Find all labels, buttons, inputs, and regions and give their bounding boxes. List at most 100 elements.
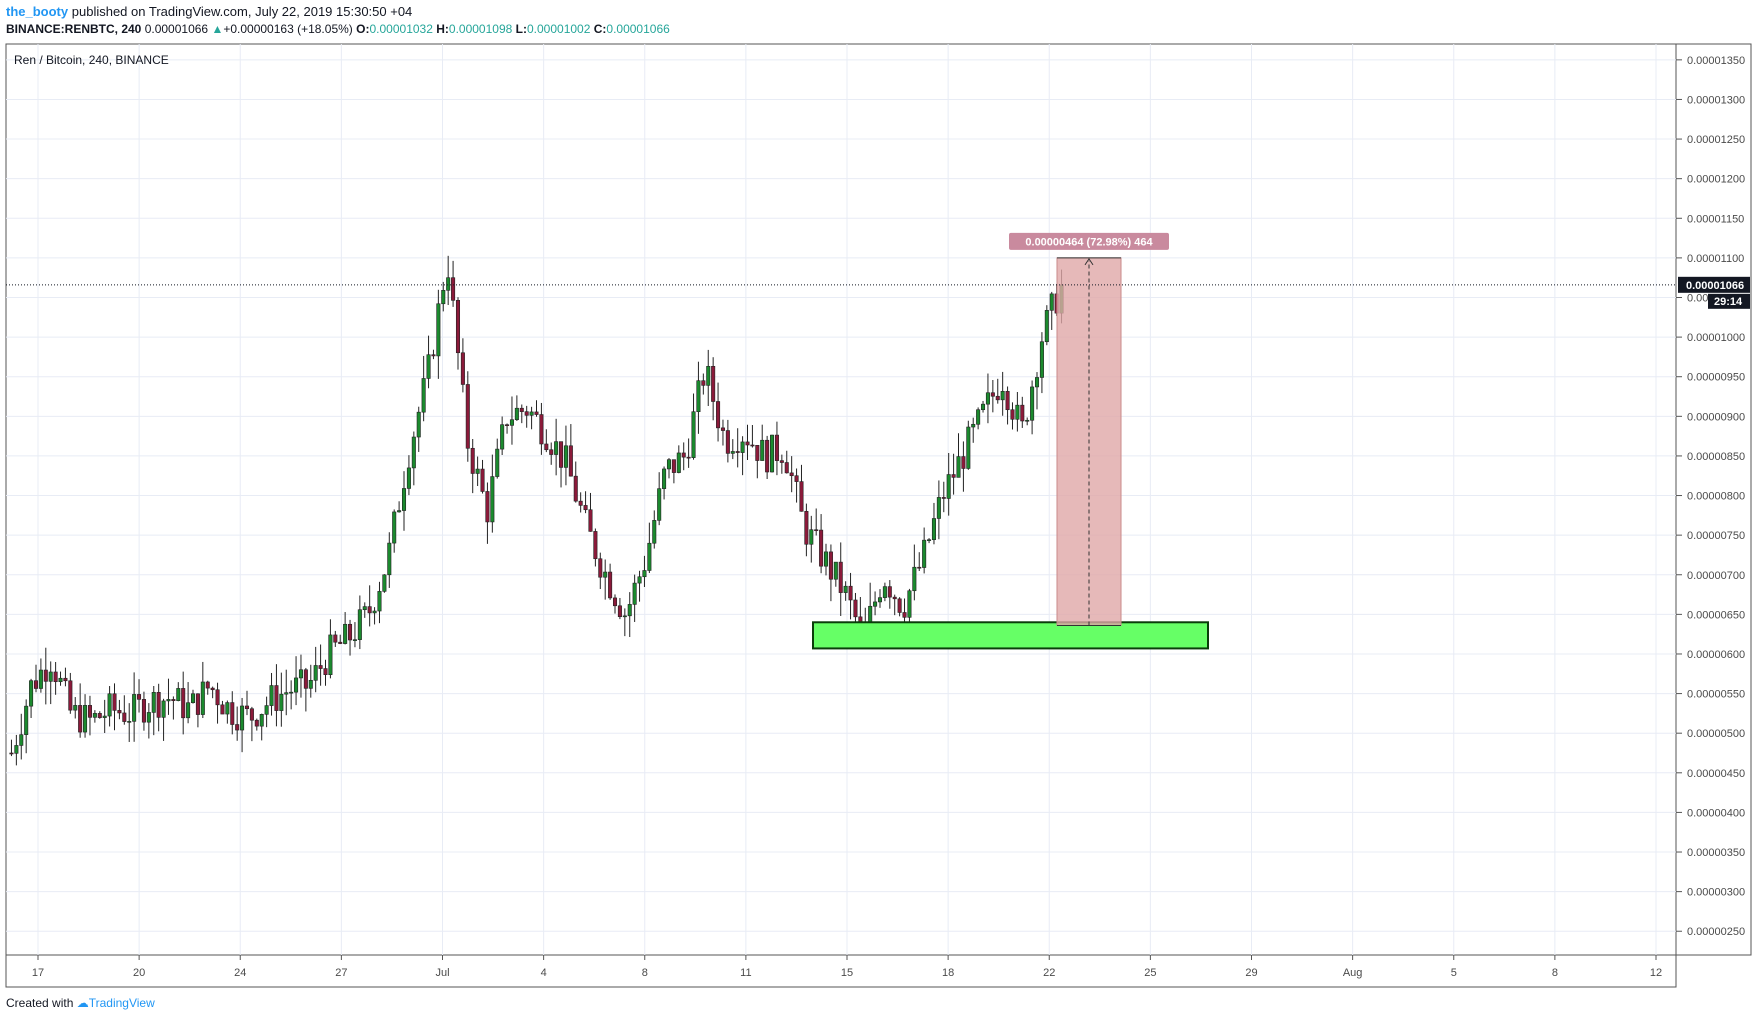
candle-body [9,752,14,755]
candle-body [495,448,500,477]
candle-body [156,692,161,718]
candle-body [976,409,981,425]
time-axis[interactable] [5,954,1677,988]
candle-body [529,411,534,416]
candle-body [573,475,578,502]
candle-body [598,558,603,578]
candle-body [411,436,416,469]
candle-body [465,384,470,449]
y-tick-label: 0.00001300 [1687,94,1745,106]
candle-body [333,634,338,643]
open-label: O: [356,22,370,36]
candle-body [922,539,927,568]
y-tick-label: 0.00000300 [1687,887,1745,899]
candle-body [235,724,240,731]
candle-body [804,511,809,545]
candle-body [657,488,662,521]
close-value: 0.00001066 [606,22,670,36]
x-tick-label: 12 [1650,967,1662,979]
candle-body [892,596,897,600]
candle-body [676,452,681,473]
price-axis[interactable] [1675,43,1752,956]
candle-body [809,529,814,545]
candle-body [475,468,480,474]
candle-body [73,705,78,711]
y-tick-label: 0.00000650 [1687,609,1745,621]
candle-body [819,529,824,567]
created-with-text: Created with [6,996,74,1010]
candle-body [666,459,672,470]
candle-body [343,623,348,644]
y-tick-label: 0.00001350 [1687,55,1745,67]
candle-body [750,444,755,447]
candle-body [431,354,436,357]
candle-body [490,476,495,523]
grid-lines [6,44,1676,955]
last-price: 0.00001066 [144,22,209,36]
y-tick-label: 0.00000850 [1687,451,1745,463]
quote-bar: BINANCE:RENBTC, 240 0.00001066 ▲+0.00000… [6,21,670,37]
candle-body [588,509,593,532]
candle-body [946,474,951,499]
y-tick-label: 0.00000950 [1687,372,1745,384]
x-tick-label: 22 [1043,967,1055,979]
x-tick-label: 15 [841,967,853,979]
candle-body [1034,377,1040,388]
candle-body [823,551,829,567]
candle-body [681,452,686,458]
y-tick-label: 0.00000700 [1687,570,1745,582]
candle-body [1010,409,1015,420]
x-tick-label: 18 [942,967,954,979]
candle-body [1049,293,1054,311]
candle-body [720,427,725,431]
candle-body [1005,391,1010,411]
candle-body [603,571,608,578]
change-text: +0.00000163 (+18.05%) [223,22,353,36]
candle-body [612,597,618,607]
low-value: 0.00001002 [526,22,591,36]
candle-body [352,639,357,641]
candle-body [559,441,564,468]
candle-body [936,497,941,519]
x-tick-label: 4 [541,967,547,979]
y-tick-label: 0.00001100 [1687,253,1744,265]
y-tick-label: 0.00000550 [1687,689,1745,701]
candle-body [87,705,92,718]
candle-body [917,566,922,569]
candle-body [549,449,554,455]
author-link[interactable]: the_booty [6,4,69,19]
candle-body [328,634,333,675]
support-zone[interactable] [812,621,1209,650]
measure-label: 0.00000464 (72.98%) 464 [1025,236,1153,248]
published-text: published on TradingView.com, July 22, 2… [71,4,413,19]
candle-body [421,378,426,413]
candle-body [711,366,716,402]
x-tick-label: 29 [1245,967,1257,979]
x-tick-label: 5 [1451,967,1457,979]
candle-body [563,445,568,468]
candle-body [29,680,34,707]
close-label: C: [593,22,607,36]
drawings: 0.00000464 (72.98%) 464 [812,232,1209,650]
candle-body [455,300,461,354]
candle-body [505,424,510,426]
chart-title: Ren / Bitcoin, 240, BINANCE [14,53,169,67]
tradingview-brand[interactable]: TradingView [88,996,155,1010]
candle-body [770,434,775,473]
candle-body [112,693,117,711]
tradingview-logo-icon[interactable]: ☁ [76,996,89,1010]
candle-body [19,734,24,746]
candle-body [544,443,549,451]
candle-body [608,571,613,599]
candle-body [92,713,97,718]
candle-body [441,289,446,305]
candle-body [539,414,544,445]
candle-body [647,542,652,571]
candle-body [33,680,39,689]
candle-body [225,702,230,715]
candle-body [480,468,485,492]
candle-body [642,570,647,578]
candle-body [132,694,137,722]
candle-body [956,456,961,478]
